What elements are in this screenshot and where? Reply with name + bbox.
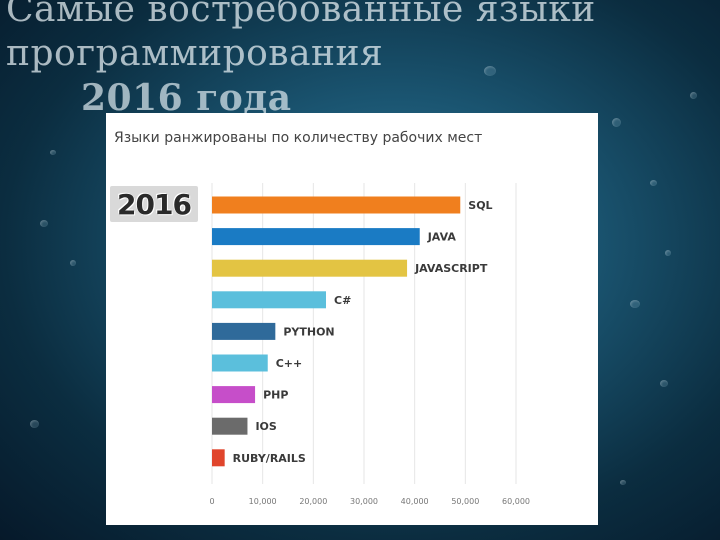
bar-ruby-rails xyxy=(212,449,225,467)
x-tick-label: 20,000 xyxy=(299,497,327,506)
bar-label: JAVASCRIPT xyxy=(414,262,488,275)
bar-label: IOS xyxy=(255,420,276,433)
bar-java xyxy=(212,228,420,246)
bar-label: C++ xyxy=(276,357,303,370)
bar-sql xyxy=(212,196,461,214)
chart-title: Языки ранжированы по количеству рабочих … xyxy=(114,130,483,146)
x-tick-label: 30,000 xyxy=(350,497,378,506)
x-tick-label: 0 xyxy=(209,497,214,506)
bar-chart: 0 10,000 20,000 30,000 40,000 50,000 60,000 SQL… xyxy=(209,183,530,506)
x-tick-label: 60,000 xyxy=(502,497,530,506)
bar-c- xyxy=(212,291,326,309)
bar-python xyxy=(212,322,276,340)
slide-title: Самые востребованные языки программирова… xyxy=(6,0,646,120)
bar-label: JAVA xyxy=(427,231,457,244)
chart-panel: Языки ранжированы по количеству рабочих … xyxy=(106,113,598,525)
bar-label: SQL xyxy=(468,199,492,212)
year-badge-text: 2016 xyxy=(117,187,192,221)
bar-javascript xyxy=(212,259,408,277)
slide-title-year: 2016 года xyxy=(81,77,292,119)
x-tick-label: 10,000 xyxy=(249,497,277,506)
year-badge: 2016 xyxy=(110,186,198,222)
bar-c- xyxy=(212,354,268,372)
x-tick-label: 40,000 xyxy=(401,497,429,506)
bar-label: PYTHON xyxy=(283,325,334,338)
x-tick-label: 50,000 xyxy=(451,497,479,506)
bar-label: PHP xyxy=(263,389,288,402)
slide-title-line2: программирования xyxy=(6,33,384,74)
bar-label: C# xyxy=(334,294,351,307)
bar-ios xyxy=(212,417,248,435)
bar-php xyxy=(212,386,256,404)
slide-title-line1: Самые востребованные языки xyxy=(6,0,596,30)
bar-label: RUBY/RAILS xyxy=(233,452,306,465)
